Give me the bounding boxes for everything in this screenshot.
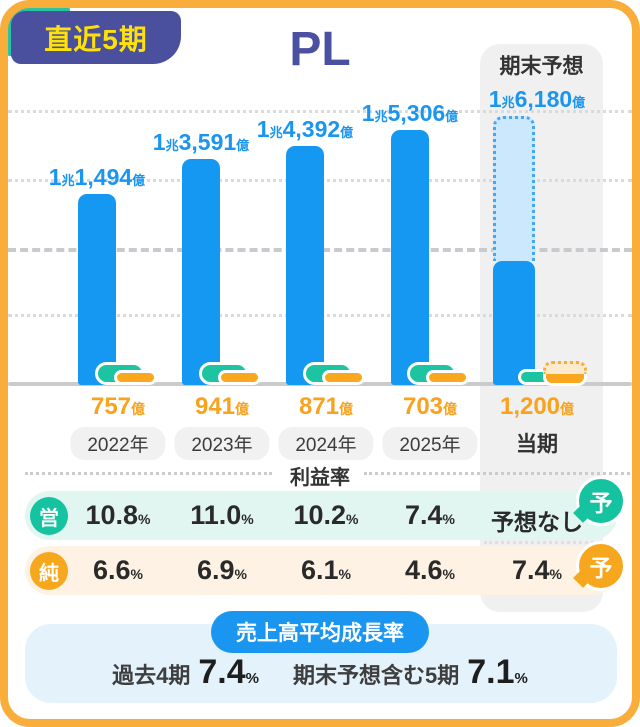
net-profit-value-label: 757億 bbox=[90, 393, 146, 420]
net-margin-value: 6.9% bbox=[197, 555, 247, 585]
net-profit-bar bbox=[218, 370, 261, 385]
net-profit-bar bbox=[322, 370, 365, 385]
revenue-value-label: 1兆6,180億 bbox=[488, 86, 586, 112]
forecast-bubble-icon-operating: 予 bbox=[576, 476, 626, 526]
growth-rate-values: 過去4期 7.4% 期末予想含む5期 7.1% bbox=[0, 653, 640, 692]
revenue-bar bbox=[78, 194, 116, 385]
row-badge-operating: 営 bbox=[30, 497, 68, 535]
gridline bbox=[8, 110, 632, 113]
growth-item-value: 7.1 bbox=[467, 653, 515, 691]
category-label: 2025年 bbox=[382, 427, 478, 460]
growth-item-label: 期末予想含む5期 bbox=[293, 663, 460, 688]
revenue-value-label: 1兆5,306億 bbox=[361, 100, 459, 126]
net-profit-forecast-bar-achieved bbox=[543, 374, 587, 386]
net-margin-row-background bbox=[25, 546, 617, 595]
category-label-current: 当期 bbox=[516, 433, 558, 456]
net-margin-value: 6.1% bbox=[301, 555, 351, 585]
recent-periods-badge: 直近5期 bbox=[11, 11, 181, 64]
net-margin-value: 4.6% bbox=[405, 555, 455, 585]
revenue-bar bbox=[286, 146, 324, 385]
operating-margin-value: 10.2% bbox=[293, 500, 359, 530]
revenue-bar bbox=[182, 159, 220, 385]
growth-item-value: 7.4 bbox=[198, 653, 246, 691]
forecast-column-header: 期末予想 bbox=[499, 55, 584, 78]
operating-forecast-value: 予想なし bbox=[491, 509, 583, 535]
operating-margin-value: 11.0% bbox=[190, 500, 254, 530]
divider-dots-left bbox=[25, 472, 272, 475]
operating-margin-value: 7.4% bbox=[405, 500, 455, 530]
revenue-value-label: 1兆4,392億 bbox=[256, 116, 354, 142]
revenue-forecast-bar-achieved bbox=[493, 261, 535, 385]
revenue-bar bbox=[391, 130, 429, 385]
net-profit-value-label: 703億 bbox=[402, 393, 458, 420]
net-profit-forecast-bar-remaining bbox=[543, 361, 587, 375]
divider-dots-right bbox=[364, 472, 630, 475]
operating-margin-row-background bbox=[25, 491, 617, 540]
revenue-forecast-bar-remaining bbox=[493, 116, 535, 261]
revenue-value-label: 1兆1,494億 bbox=[48, 164, 146, 190]
revenue-value-label: 1兆3,591億 bbox=[152, 129, 250, 155]
growth-item-unit: % bbox=[245, 670, 259, 687]
category-label: 2023年 bbox=[174, 427, 270, 460]
net-margin-value: 6.6% bbox=[93, 555, 143, 585]
recent-periods-badge-label: 直近5期 bbox=[44, 23, 148, 55]
operating-margin-value: 10.8% bbox=[85, 500, 151, 530]
row-gap-dots bbox=[484, 541, 600, 544]
page-title: PL bbox=[289, 23, 351, 76]
forecast-bubble-icon-net: 予 bbox=[576, 541, 626, 591]
growth-rate-title-pill: 売上高平均成長率 bbox=[211, 611, 429, 653]
net-profit-value-label: 871億 bbox=[298, 393, 354, 420]
category-label: 2022年 bbox=[70, 427, 166, 460]
growth-item-unit: % bbox=[514, 670, 528, 687]
net-profit-bar bbox=[114, 370, 157, 385]
net-forecast-value: 7.4% bbox=[512, 555, 562, 585]
growth-item-label: 過去4期 bbox=[112, 663, 191, 688]
profit-rate-title: 利益率 bbox=[290, 467, 350, 489]
net-profit-value-label: 1,200億 bbox=[499, 393, 575, 420]
net-profit-bar bbox=[426, 370, 469, 385]
net-profit-value-label: 941億 bbox=[194, 393, 250, 420]
row-badge-net: 純 bbox=[30, 552, 68, 590]
category-label: 2024年 bbox=[278, 427, 374, 460]
